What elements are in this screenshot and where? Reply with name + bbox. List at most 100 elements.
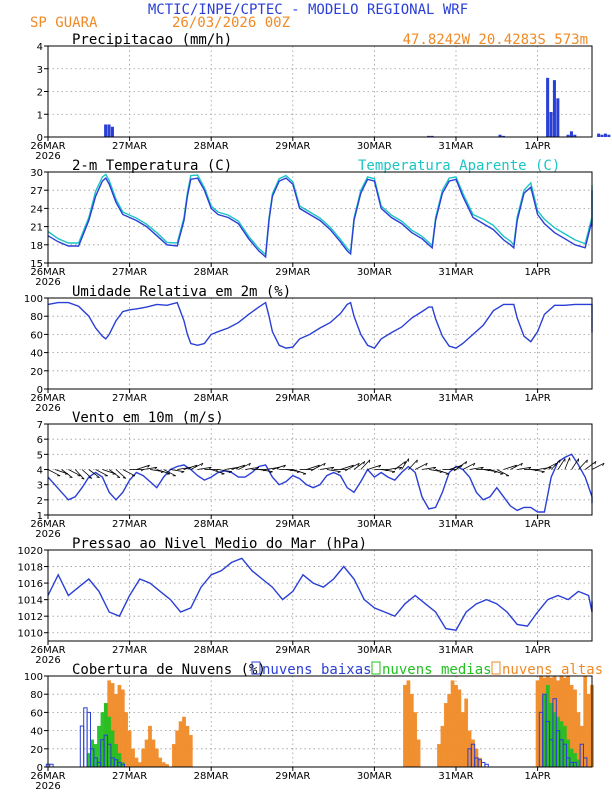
clouds-frame: [47, 675, 593, 768]
wind-arrow: [292, 469, 307, 475]
precip-bar: [104, 124, 108, 137]
wind-arrow: [183, 464, 198, 470]
wind-arrow: [245, 466, 260, 470]
wind-arrow: [81, 469, 93, 479]
cloud-bar-nuvens-baixas: [481, 761, 486, 768]
precip-xtick-label: 27MAR: [112, 141, 147, 152]
humidity-frame: [47, 297, 593, 390]
wind-arrow: [517, 466, 532, 470]
precip-bar: [552, 80, 556, 137]
wind-arrow: [61, 469, 73, 478]
cloud-bar-nuvens-altas: [137, 762, 142, 768]
temp-ytick-label: 21: [30, 223, 43, 234]
wind-arrow: [340, 464, 354, 470]
wind-arrow: [469, 466, 484, 470]
precip-bar: [607, 134, 611, 137]
wind-xtick-label: 29MAR: [275, 519, 310, 530]
temp-title: 2-m Temperatura (C): [72, 158, 232, 174]
temp-legend: Temperatura Aparente (C): [358, 158, 560, 174]
cloud-bar-nuvens-baixas: [474, 757, 479, 768]
wind-ytick-label: 2: [37, 496, 43, 507]
cloud-bar-nuvens-altas: [440, 725, 445, 768]
cloud-bar-nuvens-baixas: [549, 739, 554, 768]
header-coords: 47.8242W 20.4283S 573m: [403, 32, 588, 48]
humidity-ytick-label: 60: [30, 330, 43, 341]
cloud-bar-nuvens-baixas: [90, 748, 95, 768]
cloud-bar-nuvens-baixas: [107, 743, 112, 768]
cloud-bar-nuvens-altas: [161, 762, 166, 768]
wind-arrow-head: [323, 462, 326, 466]
precip-bar: [566, 134, 570, 137]
cloud-bar-nuvens-altas: [188, 735, 193, 768]
wind-arrow-head: [404, 461, 406, 465]
temp-ytick-label: 24: [30, 204, 43, 215]
wind-arrow: [360, 459, 371, 470]
wind-arrow-head: [363, 461, 366, 465]
legend-high-swatch: [491, 661, 501, 675]
humidity-ytick-label: 100: [24, 294, 43, 305]
cloud-bar-nuvens-altas: [151, 739, 156, 768]
wind-arrow: [231, 464, 245, 470]
wind-arrow: [68, 469, 81, 477]
cloud-bar-nuvens-baixas: [566, 757, 571, 768]
cloud-bar-nuvens-altas: [409, 694, 414, 768]
wind-arrow: [557, 458, 566, 470]
cloud-bar-nuvens-altas: [182, 716, 186, 768]
humidity-xtick-label: 30MAR: [357, 393, 392, 404]
precip-xtick-label: 28MAR: [194, 141, 229, 152]
wind-arrow-head: [520, 462, 523, 466]
wind-arrow-head: [208, 466, 212, 470]
clouds-xtick-label: 27MAR: [112, 771, 147, 782]
cloud-bar-nuvens-altas: [454, 684, 458, 768]
cloud-bar-nuvens-altas: [124, 712, 129, 768]
legend-low-label: nuvens baixas: [262, 662, 372, 678]
wind-arrow: [197, 466, 212, 470]
clouds-ytick-label: 80: [30, 690, 43, 701]
wind-arrow-head: [228, 471, 232, 474]
wind-arrow: [544, 462, 557, 470]
cloud-bar-nuvens-altas: [457, 689, 462, 768]
wind-arrow: [496, 469, 510, 477]
cloud-bar-nuvens-altas: [131, 748, 135, 768]
wind-arrow-head: [283, 464, 286, 468]
wind-arrow: [537, 466, 552, 470]
cloud-bar-nuvens-baixas: [86, 711, 91, 768]
clouds-ytick-label: 20: [30, 745, 43, 756]
temp-frame: [47, 171, 593, 264]
cloud-bar-nuvens-altas: [120, 689, 125, 768]
precip-ytick-label: 3: [37, 65, 43, 76]
cloud-bar-nuvens-baixas: [96, 761, 102, 768]
wind-arrow-head: [378, 464, 382, 468]
wind-xtick-label: 28MAR: [194, 519, 229, 530]
wind-arrow-head: [425, 462, 428, 466]
precip-bar: [430, 135, 434, 137]
wind-xtick-sublabel: 2026: [35, 529, 60, 540]
pressure-title: Pressao ao Nivel Medio do Mar (hPa): [72, 536, 367, 552]
cloud-bar-nuvens-altas: [586, 694, 591, 768]
pressure-ytick-label: 1012: [18, 612, 43, 623]
wind-arrow: [408, 459, 418, 470]
wind-arrow-head: [433, 466, 437, 470]
wind-arrow: [156, 469, 171, 475]
temp-xtick-label: 30MAR: [357, 267, 392, 278]
wind-arrow: [190, 462, 204, 470]
wind-arrow: [217, 469, 232, 473]
humidity-xtick-label: 31MAR: [438, 393, 473, 404]
wind-arrow: [510, 462, 523, 470]
cloud-bar-nuvens-baixas: [93, 757, 98, 768]
wind-xtick-label: 1APR: [525, 519, 551, 530]
temp-xtick-label: 26MAR: [30, 267, 65, 278]
wind-arrow: [415, 462, 428, 470]
wind-arrow-head: [473, 462, 476, 466]
wind-ytick-label: 3: [37, 481, 43, 492]
wind-arrow-head: [392, 471, 396, 474]
pressure-xtick-label: 31MAR: [438, 645, 473, 656]
cloud-bar-nuvens-baixas: [569, 761, 574, 768]
clouds-title: Cobertura de Nuvens (%): [72, 662, 266, 678]
precip-xtick-label: 31MAR: [438, 141, 473, 152]
cloud-bar-nuvens-altas: [450, 680, 455, 768]
precip-ytick-label: 2: [37, 88, 43, 99]
wind-arrow: [564, 457, 570, 470]
pressure-xtick-label: 28MAR: [194, 645, 229, 656]
wind-ytick-label: 1: [37, 511, 43, 522]
